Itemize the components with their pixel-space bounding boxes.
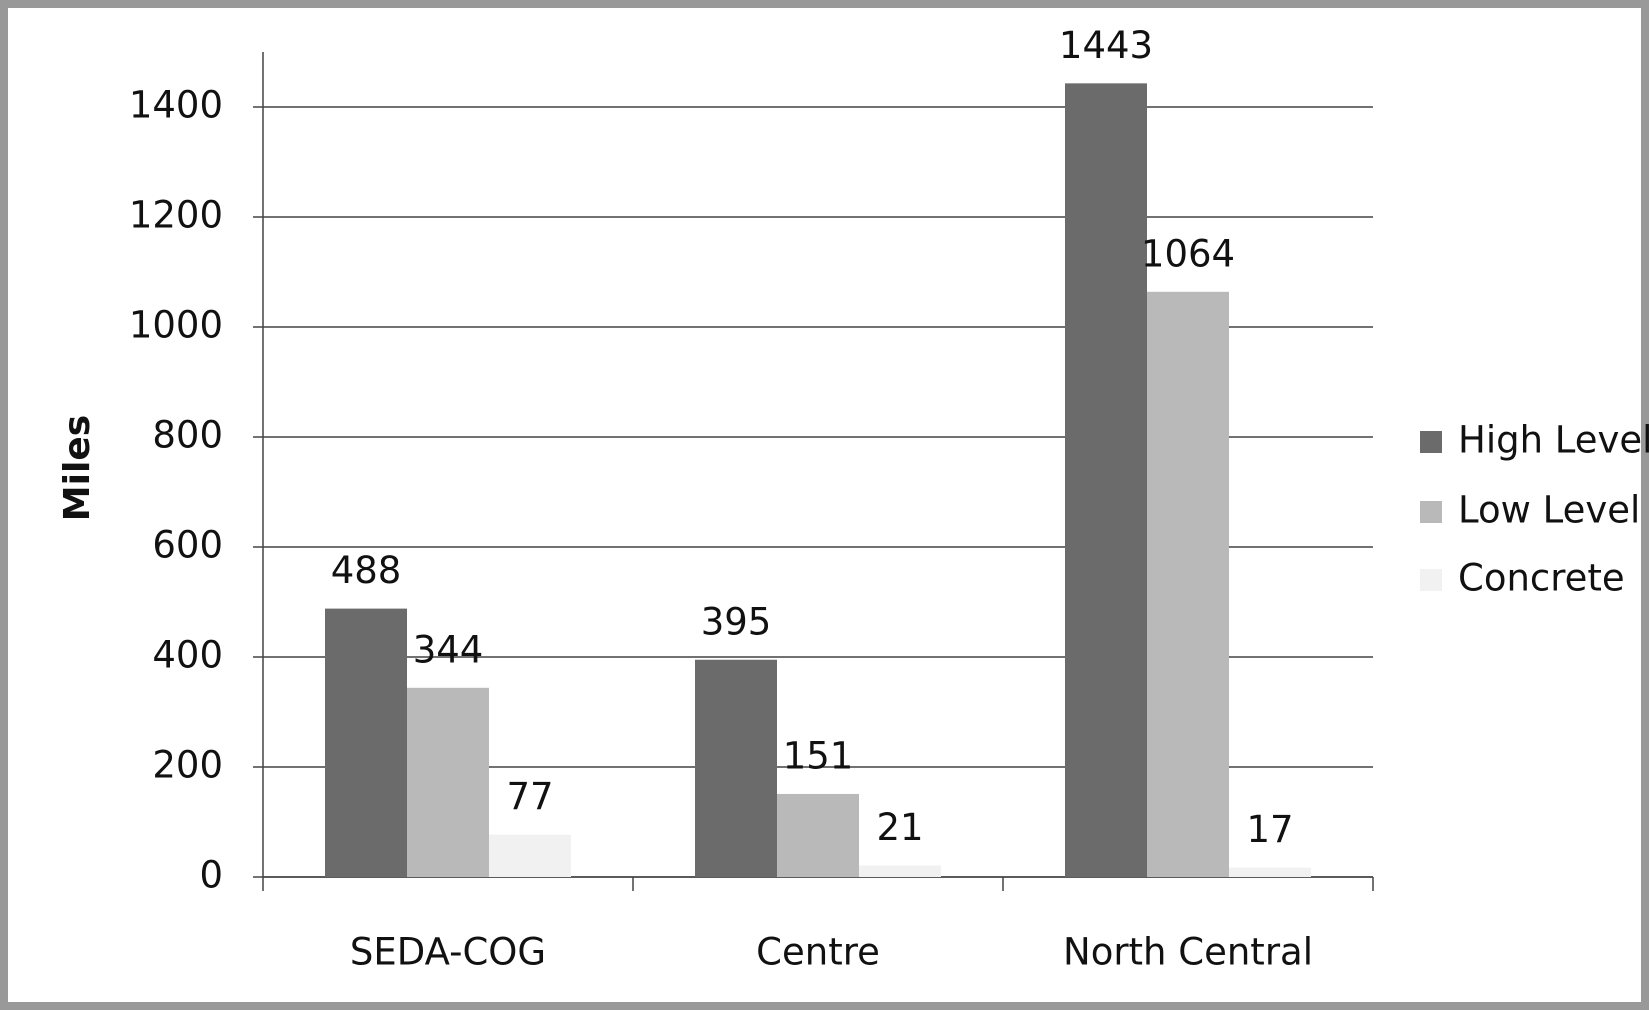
value-label: 344 — [413, 628, 484, 671]
y-tick-label: 800 — [152, 414, 223, 457]
value-label: 395 — [701, 600, 772, 643]
y-tick-label: 200 — [152, 744, 223, 787]
x-tick-label: North Central — [1063, 931, 1313, 974]
y-tick-label: 0 — [199, 854, 223, 897]
y-axis-title: Miles — [57, 415, 98, 521]
value-label: 17 — [1246, 808, 1293, 851]
value-label: 488 — [331, 549, 402, 592]
value-label: 151 — [783, 734, 854, 777]
x-tick-label: SEDA-COG — [350, 931, 546, 974]
bar — [325, 608, 407, 877]
bar — [695, 659, 777, 877]
bar — [1147, 291, 1229, 877]
y-tick-label: 600 — [152, 524, 223, 567]
bar — [407, 687, 489, 877]
bar — [859, 865, 941, 877]
legend-swatch — [1420, 501, 1442, 523]
legend-label: Low Level — [1458, 489, 1640, 532]
x-tick-label: Centre — [756, 931, 880, 974]
legend-swatch — [1420, 431, 1442, 453]
value-label: 77 — [506, 775, 553, 818]
legend-label: Concrete — [1458, 557, 1625, 600]
bar — [489, 834, 571, 877]
y-tick-label: 1000 — [129, 304, 223, 347]
value-label: 21 — [876, 806, 923, 849]
legend-swatch — [1420, 569, 1442, 591]
bar — [1229, 867, 1311, 877]
y-tick-label: 1200 — [129, 194, 223, 237]
value-label: 1443 — [1059, 24, 1153, 67]
bar — [1065, 83, 1147, 878]
legend-label: High Level — [1458, 419, 1649, 462]
y-tick-label: 400 — [152, 634, 223, 677]
y-tick-label: 1400 — [129, 84, 223, 127]
bar — [777, 793, 859, 877]
value-label: 1064 — [1141, 232, 1235, 275]
